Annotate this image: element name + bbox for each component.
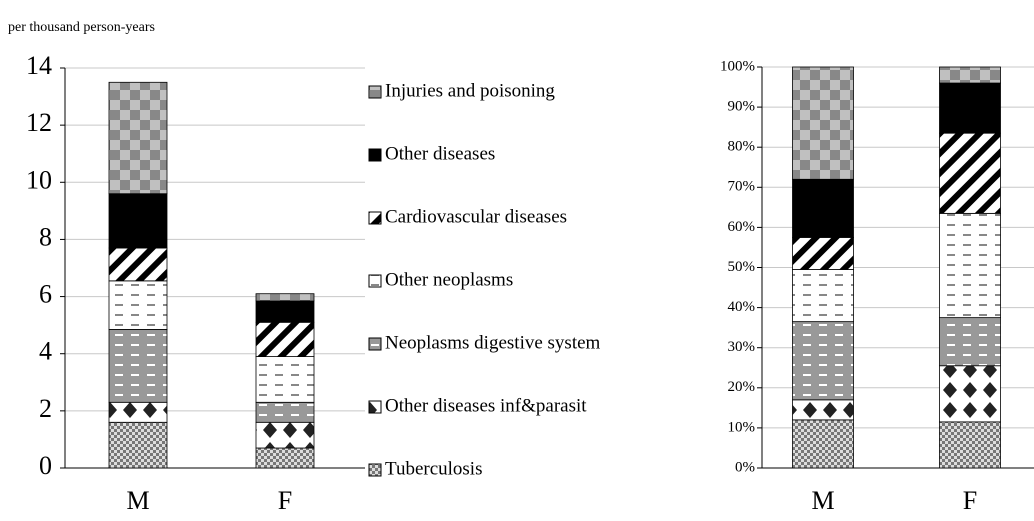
bar-pattern (255, 421, 315, 449)
x-tick-label: F (278, 486, 292, 515)
y-tick-label: 70% (728, 179, 756, 195)
bar-pattern (255, 401, 315, 423)
bar-pattern (939, 365, 1001, 423)
y-tick-label: 8 (39, 222, 52, 251)
y-tick-label: 90% (728, 99, 756, 115)
bar-pattern (939, 212, 1001, 319)
bar-pattern (255, 447, 315, 469)
bar-pattern (255, 293, 315, 302)
y-tick-label: 2 (39, 394, 52, 423)
bar-pattern (108, 401, 168, 423)
y-tick-label: 10 (26, 165, 52, 194)
legend-swatch-pattern (368, 85, 382, 99)
y-tick-label: 12 (26, 108, 52, 137)
legend-label: Neoplasms digestive system (385, 332, 601, 353)
y-tick-label: 80% (728, 139, 756, 155)
bar-pattern (255, 300, 315, 323)
bar-pattern (108, 421, 168, 469)
y-tick-label: 0 (39, 451, 52, 480)
bar-pattern (792, 66, 854, 180)
legend-swatch-pattern (368, 274, 382, 288)
legend-swatch-pattern (368, 148, 382, 162)
legend-swatch-pattern (368, 400, 382, 414)
bar-pattern (939, 66, 1001, 84)
legend-label: Injuries and poisoning (385, 80, 555, 101)
bar-pattern (939, 317, 1001, 367)
legend-label: Cardiovascular diseases (385, 206, 567, 227)
legend-label: Tuberculosis (385, 458, 482, 479)
y-tick-label: 14 (26, 51, 52, 80)
bar-pattern (255, 356, 315, 403)
y-tick-label: 0% (735, 459, 755, 475)
x-tick-label: M (126, 486, 149, 515)
bar-pattern (255, 321, 315, 357)
bar-pattern (939, 82, 1001, 134)
bar-pattern (792, 399, 854, 421)
bar-pattern (108, 193, 168, 249)
y-label: per thousand person-years (8, 20, 155, 35)
y-tick-label: 10% (728, 419, 756, 435)
bar-pattern (939, 132, 1001, 214)
y-tick-label: 30% (728, 339, 756, 355)
legend-swatch-pattern (368, 211, 382, 225)
bar-pattern (939, 421, 1001, 469)
legend-label: Other diseases (385, 143, 495, 164)
y-tick-label: 60% (728, 219, 756, 235)
y-tick-label: 50% (728, 259, 756, 275)
bar-pattern (108, 81, 168, 195)
bar-pattern (792, 419, 854, 469)
legend-swatch-pattern (368, 337, 382, 351)
bar-pattern (108, 280, 168, 330)
y-tick-label: 100% (720, 58, 755, 74)
y-tick-label: 6 (39, 280, 52, 309)
y-tick-label: 40% (728, 299, 756, 315)
bar-pattern (792, 269, 854, 323)
bar-pattern (792, 321, 854, 401)
legend-label: Other diseases inf&parasit (385, 395, 587, 416)
x-tick-label: F (963, 486, 977, 515)
bar-pattern (792, 237, 854, 270)
y-tick-label: 20% (728, 379, 756, 395)
y-tick-label: 4 (39, 337, 52, 366)
legend-swatch-pattern (368, 463, 382, 477)
x-tick-label: M (811, 486, 834, 515)
bar-pattern (108, 247, 168, 282)
legend-label: Other neoplasms (385, 269, 513, 290)
bar-pattern (792, 178, 854, 238)
bar-pattern (108, 329, 168, 403)
